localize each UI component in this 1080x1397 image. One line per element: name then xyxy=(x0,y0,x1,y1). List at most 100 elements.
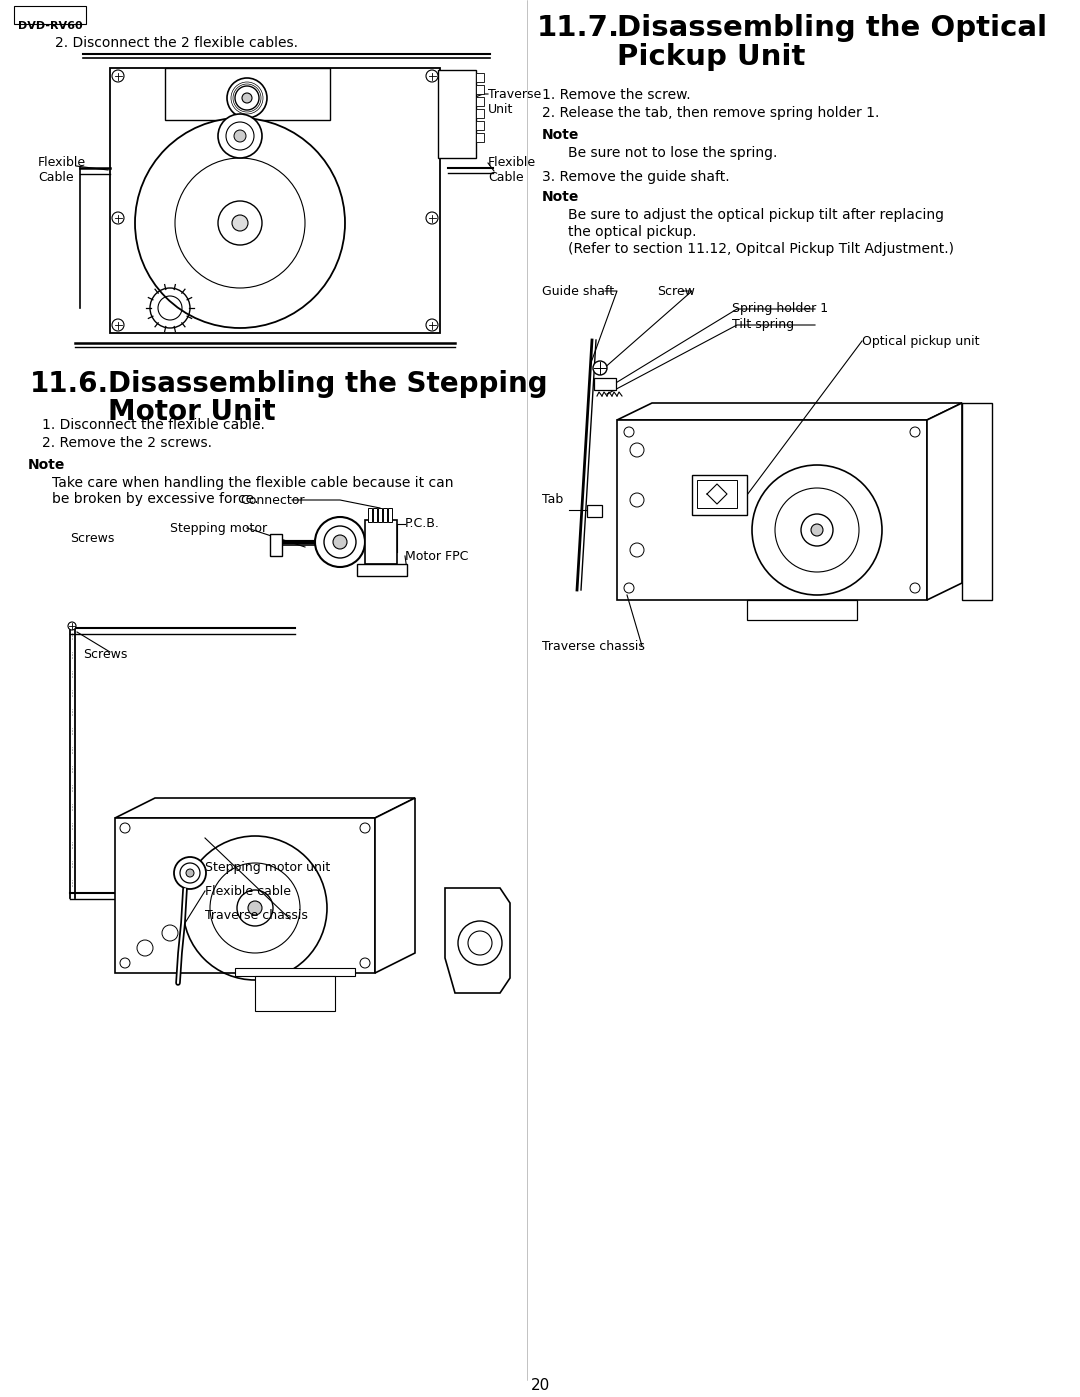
Circle shape xyxy=(242,94,252,103)
Text: Take care when handling the flexible cable because it can
be broken by excessive: Take care when handling the flexible cab… xyxy=(52,476,454,506)
Text: Pickup Unit: Pickup Unit xyxy=(617,43,806,71)
Polygon shape xyxy=(617,420,927,599)
Circle shape xyxy=(333,535,347,549)
Circle shape xyxy=(360,823,370,833)
Circle shape xyxy=(315,517,365,567)
Circle shape xyxy=(218,115,262,158)
Text: (Refer to section 11.12, Opitcal Pickup Tilt Adjustment.): (Refer to section 11.12, Opitcal Pickup … xyxy=(568,242,954,256)
Circle shape xyxy=(232,215,248,231)
Text: 1. Disconnect the flexible cable.: 1. Disconnect the flexible cable. xyxy=(42,418,265,432)
Circle shape xyxy=(68,622,76,630)
Polygon shape xyxy=(114,798,415,819)
Text: 11.7.: 11.7. xyxy=(537,14,620,42)
Text: Flexible
Cable: Flexible Cable xyxy=(488,156,536,184)
Bar xyxy=(476,73,484,82)
Circle shape xyxy=(248,901,262,915)
Circle shape xyxy=(426,70,438,82)
Text: Optical pickup unit: Optical pickup unit xyxy=(862,335,980,348)
Text: Screws: Screws xyxy=(83,648,127,661)
Bar xyxy=(476,96,484,106)
Text: 2. Disconnect the 2 flexible cables.: 2. Disconnect the 2 flexible cables. xyxy=(55,36,298,50)
Polygon shape xyxy=(617,402,962,420)
Circle shape xyxy=(235,87,259,110)
Text: Tab: Tab xyxy=(542,493,564,506)
Text: Tilt spring: Tilt spring xyxy=(732,319,794,331)
Circle shape xyxy=(426,319,438,331)
Text: Screw: Screw xyxy=(657,285,694,298)
Bar xyxy=(692,475,747,515)
Circle shape xyxy=(112,212,124,224)
Bar xyxy=(373,509,377,522)
Circle shape xyxy=(910,583,920,592)
Circle shape xyxy=(624,583,634,592)
Circle shape xyxy=(186,869,194,877)
Text: Flexible
Cable: Flexible Cable xyxy=(38,156,86,184)
Bar xyxy=(747,599,858,620)
Text: DVD-RV60: DVD-RV60 xyxy=(18,21,83,31)
Text: Note: Note xyxy=(542,129,579,142)
Bar xyxy=(270,534,282,556)
Text: Note: Note xyxy=(542,190,579,204)
Text: Guide shaft: Guide shaft xyxy=(542,285,615,298)
Text: 20: 20 xyxy=(530,1377,550,1393)
Circle shape xyxy=(234,130,246,142)
Text: 11.6.: 11.6. xyxy=(30,370,109,398)
Text: Stepping motor unit: Stepping motor unit xyxy=(205,861,330,875)
Circle shape xyxy=(593,360,607,374)
Text: Traverse chassis: Traverse chassis xyxy=(542,640,645,652)
Bar xyxy=(383,509,387,522)
Text: 2. Release the tab, then remove spring holder 1.: 2. Release the tab, then remove spring h… xyxy=(542,106,879,120)
Circle shape xyxy=(811,524,823,536)
Circle shape xyxy=(120,823,130,833)
Text: Screws: Screws xyxy=(70,532,114,545)
Circle shape xyxy=(624,427,634,437)
Bar xyxy=(378,509,382,522)
Bar xyxy=(476,122,484,130)
Text: Connector: Connector xyxy=(240,495,305,507)
Text: Motor FPC: Motor FPC xyxy=(405,550,469,563)
Bar xyxy=(438,70,476,158)
Text: Traverse
Unit: Traverse Unit xyxy=(488,88,541,116)
Bar xyxy=(235,968,355,977)
Text: Traverse chassis: Traverse chassis xyxy=(205,909,308,922)
Circle shape xyxy=(135,117,345,328)
Polygon shape xyxy=(445,888,510,993)
Bar xyxy=(368,509,372,522)
Circle shape xyxy=(174,856,206,888)
Bar xyxy=(14,6,86,24)
Bar xyxy=(357,564,407,576)
Circle shape xyxy=(112,70,124,82)
Text: Disassembling the Optical: Disassembling the Optical xyxy=(617,14,1048,42)
Text: Stepping motor: Stepping motor xyxy=(170,522,267,535)
Circle shape xyxy=(360,958,370,968)
Polygon shape xyxy=(114,819,375,972)
Text: Motor Unit: Motor Unit xyxy=(108,398,275,426)
Text: P.C.B.: P.C.B. xyxy=(405,517,440,529)
Bar xyxy=(388,509,392,522)
Bar xyxy=(365,520,397,564)
Bar xyxy=(962,402,993,599)
Text: Be sure to adjust the optical pickup tilt after replacing: Be sure to adjust the optical pickup til… xyxy=(568,208,944,222)
Text: the optical pickup.: the optical pickup. xyxy=(568,225,697,239)
Text: 1. Remove the screw.: 1. Remove the screw. xyxy=(542,88,690,102)
Text: 2. Remove the 2 screws.: 2. Remove the 2 screws. xyxy=(42,436,212,450)
Circle shape xyxy=(910,427,920,437)
Circle shape xyxy=(112,319,124,331)
Text: Disassembling the Stepping: Disassembling the Stepping xyxy=(108,370,548,398)
Polygon shape xyxy=(927,402,962,599)
Circle shape xyxy=(426,212,438,224)
Polygon shape xyxy=(375,798,415,972)
Bar xyxy=(588,504,602,517)
Bar xyxy=(697,481,737,509)
Text: Spring holder 1: Spring holder 1 xyxy=(732,302,828,314)
Text: Note: Note xyxy=(28,458,66,472)
Bar xyxy=(476,85,484,94)
Circle shape xyxy=(120,958,130,968)
Bar xyxy=(594,379,616,390)
Bar xyxy=(476,109,484,117)
Bar xyxy=(110,68,440,332)
Bar xyxy=(255,977,335,1011)
Text: 3. Remove the guide shaft.: 3. Remove the guide shaft. xyxy=(542,170,730,184)
Text: Be sure not to lose the spring.: Be sure not to lose the spring. xyxy=(568,147,778,161)
Text: Flexible cable: Flexible cable xyxy=(205,886,291,898)
